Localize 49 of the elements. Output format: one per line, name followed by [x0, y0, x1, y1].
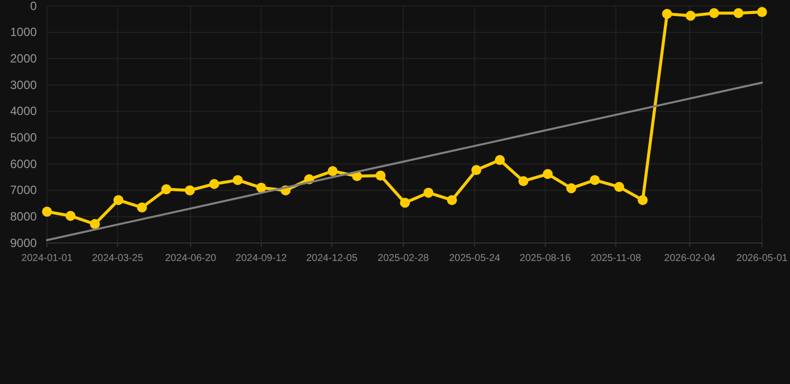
point: [209, 179, 220, 190]
x-tick-label: 2026-05-01: [736, 253, 788, 264]
point: [709, 8, 720, 18]
point: [42, 206, 52, 217]
point: [256, 182, 266, 193]
point: [590, 175, 600, 186]
y-tick-label: 8000: [10, 210, 38, 224]
point: [471, 165, 482, 176]
y-tick-label: 0: [30, 0, 38, 13]
x-tick-label: 2025-05-24: [449, 253, 501, 264]
point: [542, 169, 553, 180]
point: [400, 198, 410, 208]
x-tick-label: 2026-02-04: [664, 253, 716, 264]
point: [662, 8, 672, 19]
point: [614, 182, 624, 192]
x-tick-label: 2024-01-01: [21, 253, 74, 264]
point: [686, 10, 696, 21]
y-tick-label: 7000: [10, 183, 38, 198]
point: [136, 202, 147, 212]
y-tick-label: 9000: [10, 236, 38, 250]
y-tick-label: 5000: [10, 130, 38, 145]
point: [232, 175, 243, 186]
y-tick-label: 1000: [10, 25, 38, 40]
x-tick-label: 2024-06-20: [165, 253, 217, 264]
point: [161, 184, 172, 194]
point: [90, 219, 100, 230]
y-tick-label: 2000: [10, 52, 38, 66]
point: [494, 155, 505, 166]
x-tick-label: 2025-08-16: [520, 253, 572, 264]
point: [757, 7, 767, 18]
point: [566, 183, 576, 194]
y-tick-label: 6000: [10, 156, 38, 171]
y-tick-label: 3000: [10, 78, 38, 92]
point: [184, 185, 195, 196]
point: [733, 8, 744, 18]
point: [376, 170, 386, 181]
point: [423, 188, 434, 198]
x-tick-label: 2025-11-08: [590, 253, 642, 264]
point: [328, 166, 338, 176]
point: [446, 195, 457, 206]
point: [113, 195, 124, 206]
point: [518, 176, 528, 186]
point: [638, 195, 648, 206]
x-tick-label: 2024-12-05: [306, 253, 358, 264]
y-tick-label: 4000: [10, 104, 38, 118]
x-tick-label: 2025-02-28: [378, 253, 430, 264]
x-tick-label: 2024-03-25: [92, 253, 144, 264]
point: [66, 210, 76, 221]
x-tick-label: 2024-09-12: [236, 253, 288, 264]
